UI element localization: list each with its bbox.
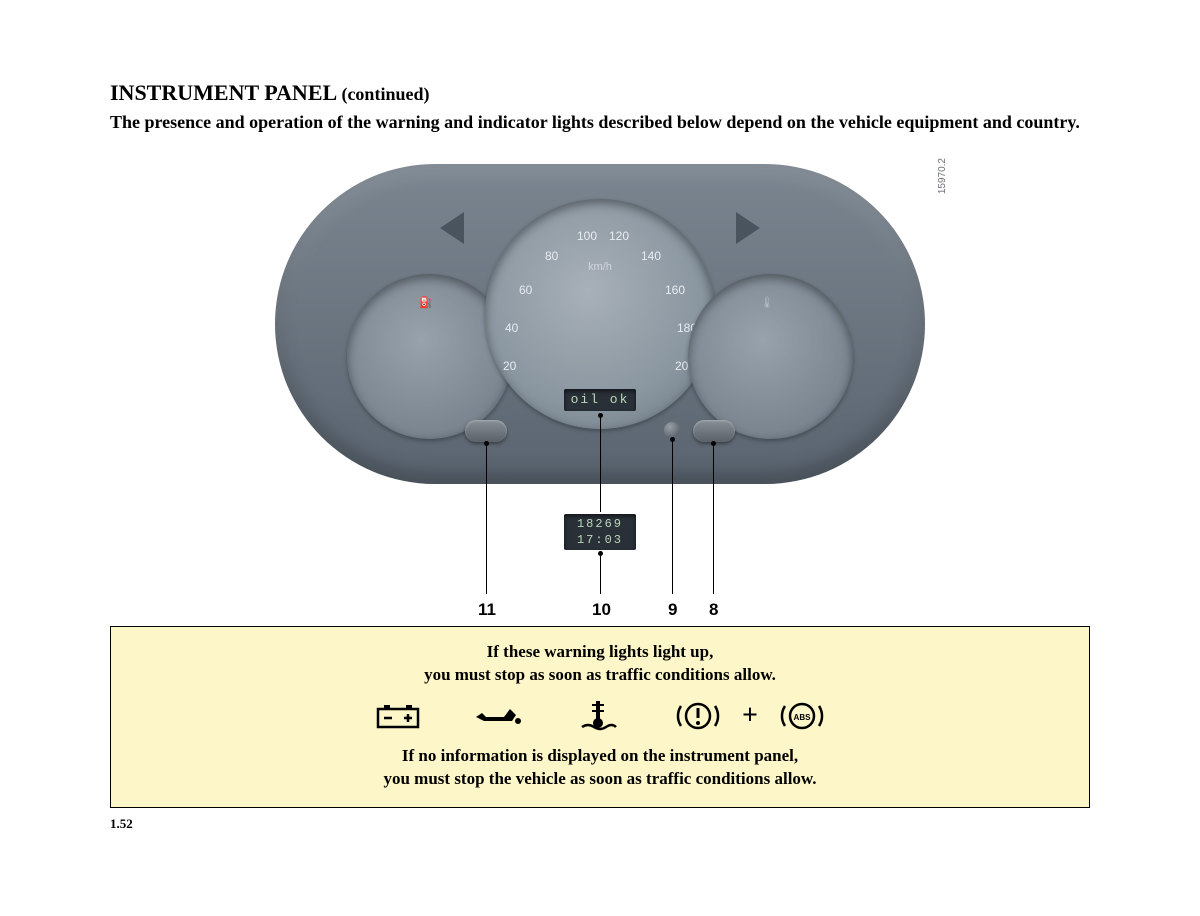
warning-box: If these warning lights light up, you mu…: [110, 626, 1090, 808]
warning-line-4: you must stop the vehicle as soon as tra…: [131, 768, 1069, 791]
turn-left-icon: [440, 212, 464, 244]
callout-9-knob: [664, 422, 680, 438]
turn-right-icon: [736, 212, 760, 244]
leader-line: [600, 554, 601, 594]
speed-tick: 80: [545, 249, 558, 263]
odometer-display: 18269 17:03: [564, 514, 636, 550]
speed-tick: 40: [505, 321, 518, 335]
speed-unit: km/h: [588, 261, 612, 273]
plus-symbol: +: [742, 700, 758, 732]
callout-number: 8: [709, 600, 718, 620]
abs-icon: ABS: [776, 699, 828, 733]
temp-icon: 🌡: [760, 296, 774, 310]
callout-number: 11: [478, 600, 496, 620]
oil-icon: [472, 699, 524, 733]
leader-line: [486, 444, 487, 594]
instrument-cluster: 15970.2 ⛽ km/h 20 40 60 80 100 120 140 1…: [275, 164, 925, 484]
leader-line: [672, 440, 673, 594]
battery-icon: [372, 699, 424, 733]
leader-line: [600, 416, 601, 512]
warning-icons-row: + ABS: [131, 699, 1069, 733]
brake-icon: [672, 699, 724, 733]
callout-number: 9: [668, 600, 677, 620]
instrument-figure: 15970.2 ⛽ km/h 20 40 60 80 100 120 140 1…: [110, 164, 1090, 644]
callout-11-button: [465, 420, 507, 442]
title-main: INSTRUMENT PANEL: [110, 80, 336, 105]
speed-tick: 20: [503, 359, 516, 373]
fuel-pump-icon: ⛽: [419, 296, 433, 310]
section-title: INSTRUMENT PANEL (continued): [110, 80, 1090, 106]
odometer-reading: 18269: [564, 516, 636, 532]
clock-reading: 17:03: [564, 532, 636, 548]
speed-tick: 140: [641, 249, 661, 263]
callout-number: 10: [592, 600, 611, 620]
warning-line-2: you must stop as soon as traffic conditi…: [131, 664, 1069, 687]
photo-reference: 15970.2: [937, 158, 948, 194]
oil-display: oil ok: [564, 389, 636, 411]
speed-tick: 160: [665, 283, 685, 297]
speed-tick: 100: [577, 229, 597, 243]
svg-text:ABS: ABS: [794, 713, 812, 722]
warning-line-3: If no information is displayed on the in…: [131, 745, 1069, 768]
intro-text: The presence and operation of the warnin…: [110, 110, 1090, 134]
title-suffix: (continued): [341, 84, 429, 104]
warning-line-1: If these warning lights light up,: [131, 641, 1069, 664]
page-number: 1.52: [110, 816, 1090, 832]
speed-tick: 60: [519, 283, 532, 297]
callout-8-button: [693, 420, 735, 442]
leader-line: [713, 444, 714, 594]
temp-icon: [572, 699, 624, 733]
temperature-gauge: 🌡: [688, 274, 853, 439]
speed-tick: 120: [609, 229, 629, 243]
